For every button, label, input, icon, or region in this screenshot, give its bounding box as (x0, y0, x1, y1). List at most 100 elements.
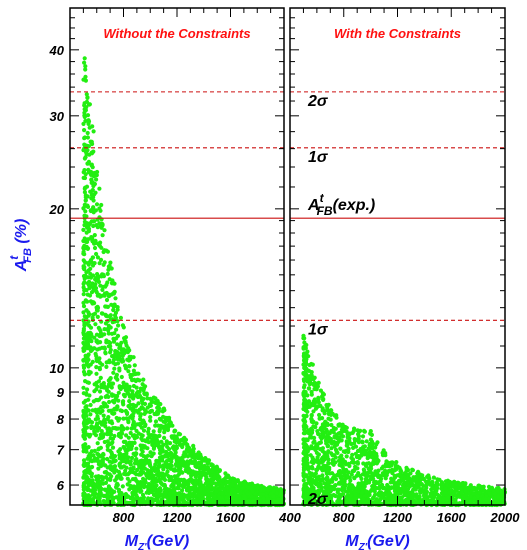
data-point (165, 444, 170, 449)
data-point (177, 477, 182, 482)
data-point (365, 456, 370, 461)
data-point (83, 155, 88, 160)
data-point (107, 277, 112, 282)
data-point (127, 479, 132, 484)
data-point (151, 446, 156, 451)
data-point (158, 499, 164, 504)
data-point (112, 303, 117, 308)
data-point (111, 495, 116, 501)
data-point (112, 400, 117, 405)
data-point (82, 419, 87, 424)
x-axis-label-main: M (125, 533, 139, 550)
data-point (100, 233, 105, 238)
data-point (183, 464, 189, 469)
data-point (85, 380, 90, 385)
data-point (367, 443, 372, 448)
data-point (89, 483, 94, 488)
data-point (99, 429, 104, 434)
data-point (302, 400, 307, 405)
data-point (99, 202, 104, 208)
data-point (81, 310, 86, 315)
data-point (200, 496, 205, 501)
data-point (105, 271, 110, 276)
data-point (329, 441, 334, 446)
data-point (164, 459, 169, 464)
data-point (98, 480, 103, 485)
data-point (310, 362, 315, 367)
data-point (327, 431, 332, 436)
data-point (99, 385, 104, 390)
data-point (175, 498, 180, 503)
data-point (98, 208, 103, 213)
data-point (92, 284, 97, 289)
data-point (303, 483, 308, 488)
data-point (421, 488, 426, 493)
data-point (121, 458, 126, 463)
data-point (232, 490, 237, 495)
data-point (161, 414, 166, 419)
data-point (82, 213, 87, 218)
data-point (361, 461, 366, 466)
data-point (172, 496, 177, 502)
data-point (120, 323, 125, 328)
data-point (197, 475, 202, 480)
data-point (143, 439, 148, 444)
data-point (324, 435, 329, 440)
data-point (90, 206, 95, 211)
data-point (217, 500, 222, 505)
data-point (197, 470, 202, 475)
data-point (459, 490, 464, 495)
data-point (313, 425, 318, 430)
data-point (126, 494, 131, 499)
data-point (82, 103, 87, 108)
data-point (124, 385, 129, 390)
data-point (142, 478, 148, 483)
data-point (155, 468, 161, 473)
data-point (84, 230, 89, 235)
data-point (131, 421, 136, 426)
data-point (89, 260, 94, 265)
data-point (122, 394, 127, 399)
data-point (88, 325, 94, 330)
data-point (366, 461, 371, 466)
data-point (337, 480, 342, 485)
data-point (338, 446, 343, 451)
data-point (317, 483, 322, 488)
data-point (238, 490, 243, 496)
data-point (320, 431, 325, 436)
data-point (309, 430, 315, 435)
data-point (119, 424, 124, 429)
data-point (472, 495, 477, 501)
data-point (426, 473, 431, 478)
data-point (447, 490, 452, 495)
data-point (421, 476, 426, 481)
data-point (140, 492, 146, 497)
data-point (98, 410, 103, 415)
data-point (108, 350, 113, 355)
data-point (188, 451, 193, 456)
data-point (105, 280, 110, 285)
data-point (173, 476, 178, 481)
data-point (347, 482, 352, 487)
data-point (88, 139, 93, 144)
data-point (414, 485, 419, 490)
data-point (316, 431, 321, 437)
data-point (404, 465, 409, 470)
data-point (464, 500, 470, 505)
data-point (332, 473, 337, 478)
data-point (249, 494, 254, 499)
data-point (88, 419, 93, 424)
data-point (241, 486, 246, 491)
data-point (139, 405, 144, 410)
y-tick-label: 10 (50, 361, 65, 376)
data-point (148, 415, 153, 420)
data-point (309, 484, 315, 489)
data-point (402, 501, 407, 506)
data-point (114, 327, 119, 332)
data-point (416, 473, 421, 478)
data-point (98, 240, 103, 245)
data-point (127, 399, 132, 404)
data-point (153, 423, 158, 428)
data-point (380, 453, 386, 458)
data-point (101, 249, 106, 255)
